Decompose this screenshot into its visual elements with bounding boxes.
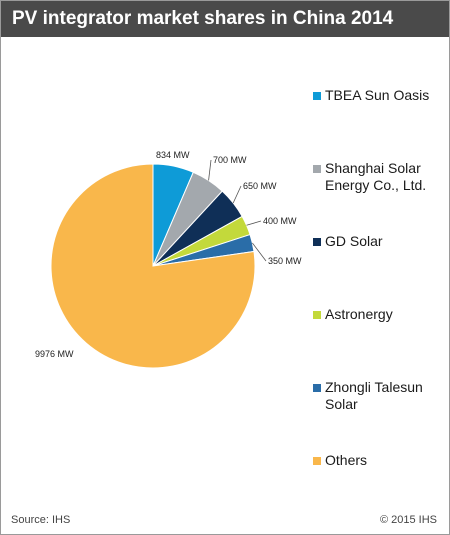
leader-line-astronergy: [246, 220, 262, 226]
data-label-astronergy: 400 MW: [263, 216, 297, 226]
legend-swatch: [313, 92, 321, 100]
legend-label: GD Solar: [325, 233, 383, 249]
leader-line-shanghai-solar-energy-co-ltd: [208, 159, 212, 181]
data-label-gd-solar: 650 MW: [243, 181, 277, 191]
legend-item-zhongli-talesun-solar: Zhongli Talesun Solar: [313, 379, 450, 413]
title-bar: PV integrator market shares in China 201…: [1, 1, 449, 37]
legend-item-astronergy: Astronergy: [313, 306, 450, 323]
legend-label: Others: [325, 452, 368, 468]
legend-item-gd-solar: GD Solar: [313, 233, 450, 250]
copyright-note: © 2015 IHS: [379, 514, 437, 526]
data-label-tbea-sun-oasis: 834 MW: [156, 150, 190, 160]
legend-label: Shanghai Solar Energy Co., Ltd.: [325, 160, 427, 193]
data-label-others: 9976 MW: [35, 349, 74, 359]
pie-slice-others: [50, 163, 256, 369]
legend-swatch: [313, 165, 321, 173]
legend-item-others: Others: [313, 452, 450, 469]
legend-swatch: [313, 384, 321, 392]
legend-label: TBEA Sun Oasis: [325, 87, 430, 103]
legend-label: Zhongli Talesun Solar: [325, 379, 423, 412]
legend-swatch: [313, 311, 321, 319]
legend-swatch: [313, 457, 321, 465]
legend-item-tbea-sun-oasis: TBEA Sun Oasis: [313, 87, 450, 104]
pie-chart: 834 MW 700 MW 650 MW 400 MW 350 MW 9976 MW: [35, 150, 302, 369]
source-note: Source: IHS: [11, 514, 71, 526]
legend-swatch: [313, 238, 321, 246]
data-label-shanghai-solar-energy-co-ltd: 700 MW: [213, 155, 247, 165]
legend-item-shanghai-solar-energy-co-ltd: Shanghai Solar Energy Co., Ltd.: [313, 160, 450, 194]
legend-label: Astronergy: [325, 306, 393, 322]
chart-title: PV integrator market shares in China 201…: [12, 8, 394, 29]
leader-line-zhongli-talesun-solar: [252, 242, 267, 262]
data-label-zhongli-talesun-solar: 350 MW: [268, 256, 302, 266]
leader-line-gd-solar: [232, 185, 242, 204]
